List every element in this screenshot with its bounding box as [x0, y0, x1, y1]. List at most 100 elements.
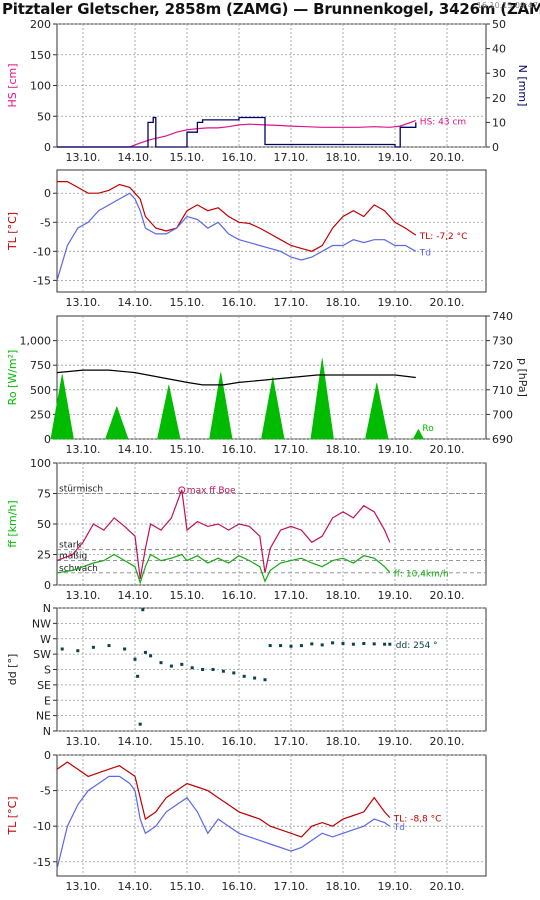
winddir-y-tick-label: S [44, 664, 51, 677]
radiation-peak [50, 374, 74, 440]
winddir-y-tick-label: NE [36, 710, 51, 723]
radiation-ylabel: Ro [W/m²] [6, 350, 19, 406]
winddir-point [141, 608, 145, 612]
radiation-x-tick-label: 17.10. [274, 443, 309, 456]
wind-y-tick-label: 0 [44, 579, 51, 592]
winddir-point [201, 668, 205, 671]
winddir-point [91, 645, 95, 649]
radiation-y2-tick-label: 710 [492, 384, 513, 397]
snow-HS-label: HS: 43 cm [420, 118, 466, 128]
snow-x-tick-label: 19.10. [378, 151, 413, 164]
temp1-x-tick-label: 14.10. [118, 296, 153, 309]
winddir-point [268, 644, 272, 648]
winddir-x-tick-label: 20.10. [430, 735, 465, 748]
radiation-y2-tick-label: 720 [492, 359, 513, 372]
temp2-x-tick-label: 20.10. [430, 880, 465, 893]
winddir-point [133, 657, 137, 661]
wind-x-tick-label: 20.10. [430, 589, 465, 602]
winddir-point [242, 674, 246, 678]
winddir-y-tick-label: NW [32, 617, 51, 630]
winddir-y-tick-label: W [40, 633, 51, 646]
winddir-point [107, 644, 111, 648]
winddir-label: dd: 254 ° [396, 641, 438, 651]
temp2-x-tick-label: 14.10. [118, 880, 153, 893]
temp2-frame [56, 754, 487, 877]
temp1-y-tick-label: -10 [33, 245, 51, 258]
wind-x-tick-label: 19.10. [378, 589, 413, 602]
radiation-y2-tick-label: 690 [492, 433, 513, 446]
temp1-x-tick-label: 18.10. [326, 296, 361, 309]
winddir-point [289, 644, 293, 648]
temp2-x-tick-label: 17.10. [274, 880, 309, 893]
winddir-point [143, 650, 147, 654]
radiation-y2-tick-label: 700 [492, 408, 513, 421]
radiation-peak [412, 428, 425, 440]
snow-x-tick-label: 18.10. [326, 151, 361, 164]
temp1-TL-label: TL: -7,2 °C [419, 232, 468, 242]
winddir-x-tick-label: 14.10. [118, 735, 153, 748]
temp1-frame [56, 169, 487, 293]
timestamp: 16.10.15 09:47 [476, 1, 538, 10]
radiation-y2-tick-label: 730 [492, 335, 513, 348]
temp1-y-tick-label: -15 [33, 274, 51, 287]
winddir-point [362, 642, 366, 646]
winddir-y-tick-label: SW [33, 648, 51, 661]
winddir-point [190, 666, 194, 670]
radiation-ylabel-right: p [hPa] [516, 358, 529, 397]
radiation-x-tick-label: 18.10. [326, 443, 361, 456]
radiation-peak [105, 405, 129, 440]
radiation-x-tick-label: 13.10. [66, 443, 101, 456]
snow-x-tick-label: 15.10. [170, 151, 205, 164]
snow-y-tick-label: 200 [30, 18, 51, 31]
snow-y2-tick-label: 10 [492, 116, 506, 129]
snow-y2-tick-label: 30 [492, 67, 506, 80]
wind-ylabel: ff [km/h] [6, 500, 19, 547]
temp2-ylabel: TL [°C] [6, 796, 19, 835]
winddir-y-tick-label: N [43, 725, 51, 738]
wind-y-tick-label: 75 [37, 488, 51, 501]
wind-max-label: max ff.Boe [187, 486, 236, 496]
wind-ff-line [56, 553, 391, 585]
wind-x-tick-label: 15.10. [170, 589, 205, 602]
temp1-x-tick-label: 15.10. [170, 296, 205, 309]
snow-x-tick-label: 13.10. [66, 151, 101, 164]
winddir-x-tick-label: 15.10. [170, 735, 205, 748]
radiation-y-tick-label: 750 [30, 359, 51, 372]
temp1-y-tick-label: -5 [40, 216, 51, 229]
winddir-point [372, 642, 376, 646]
snow-x-tick-label: 17.10. [274, 151, 309, 164]
wind-x-tick-label: 18.10. [326, 589, 361, 602]
radiation-x-tick-label: 16.10. [222, 443, 257, 456]
wind-x-tick-label: 17.10. [274, 589, 309, 602]
temp2-x-tick-label: 18.10. [326, 880, 361, 893]
radiation-x-tick-label: 20.10. [430, 443, 465, 456]
radiation-peak [365, 382, 389, 440]
winddir-x-tick-label: 19.10. [378, 735, 413, 748]
wind-level-label: mäßig [59, 552, 87, 562]
snow-y-tick-label: 50 [37, 110, 51, 123]
snow-y-tick-label: 150 [30, 49, 51, 62]
radiation-Ro-label: Ro [422, 424, 434, 434]
radiation-x-tick-label: 15.10. [170, 443, 205, 456]
radiation-y-tick-label: 250 [30, 408, 51, 421]
winddir-point [180, 662, 184, 666]
snow-x-tick-label: 14.10. [118, 151, 153, 164]
winddir-point [149, 654, 153, 658]
wind-y-tick-label: 50 [37, 518, 51, 531]
temp2-x-tick-label: 16.10. [222, 880, 257, 893]
snow-x-tick-label: 16.10. [222, 151, 257, 164]
radiation-peak [209, 372, 233, 440]
winddir-point [159, 661, 163, 665]
snow-y2-tick-label: 20 [492, 92, 506, 105]
wind-x-tick-label: 13.10. [66, 589, 101, 602]
winddir-y-tick-label: N [43, 602, 51, 615]
radiation-y-tick-label: 500 [30, 384, 51, 397]
winddir-point [341, 642, 345, 646]
radiation-y2-tick-label: 740 [492, 310, 513, 323]
snow-y2-tick-label: 40 [492, 43, 506, 56]
winddir-point [351, 642, 355, 646]
radiation-x-tick-label: 14.10. [118, 443, 153, 456]
temp1-x-tick-label: 19.10. [378, 296, 413, 309]
winddir-x-tick-label: 13.10. [66, 735, 101, 748]
snow-ylabel-right: N [mm] [516, 65, 529, 107]
